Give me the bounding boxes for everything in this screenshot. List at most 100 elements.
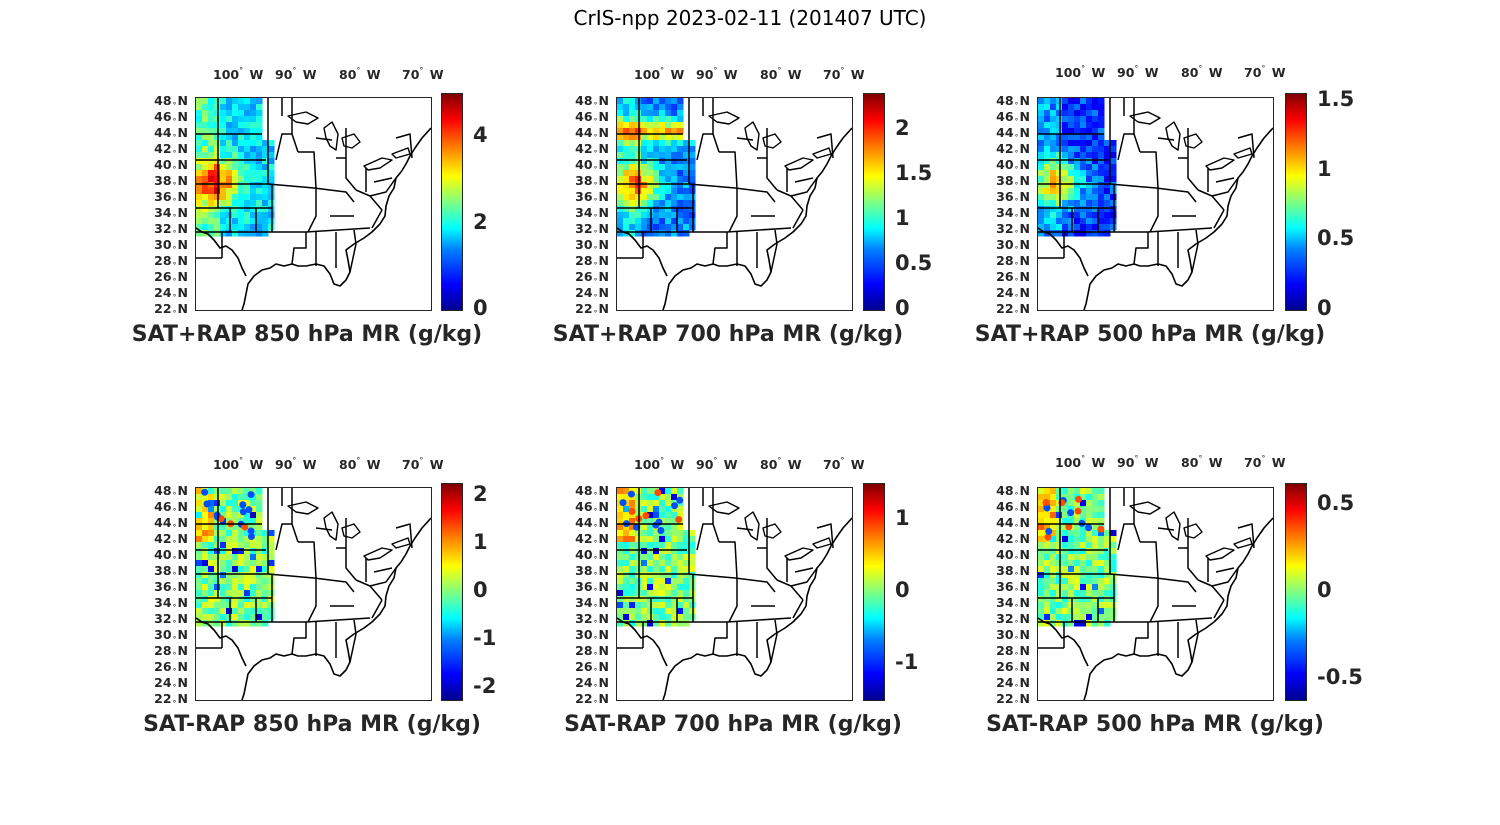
swath-pixel — [256, 608, 263, 615]
swath-pixel — [1080, 500, 1087, 507]
lat-suffix: N — [598, 269, 609, 284]
degree-symbol: ° — [1134, 454, 1139, 463]
swath-pixel — [220, 116, 227, 123]
swath-pixel — [683, 548, 690, 555]
swath-pixel — [659, 176, 666, 183]
swath-pixel — [1074, 182, 1081, 189]
swath-pixel — [671, 140, 678, 147]
swath-pixel — [220, 110, 227, 117]
swath-pixel — [220, 164, 227, 171]
swath-pixel — [202, 512, 209, 519]
swath-pixel — [220, 98, 227, 105]
swath-pixel — [1086, 212, 1093, 219]
swath-pixel — [641, 500, 648, 507]
lon-suffix: W — [302, 67, 317, 82]
swath-pixel — [262, 602, 269, 609]
swath-pixel — [665, 542, 672, 549]
swath-pixel — [665, 176, 672, 183]
colorbar-tick-label: 1 — [473, 530, 488, 554]
degree-symbol: ° — [172, 683, 177, 692]
swath-pixel — [1104, 554, 1111, 561]
swath-pixel — [1050, 176, 1057, 183]
swath-pixel — [226, 530, 233, 537]
lon-value: 100 — [1055, 455, 1082, 470]
swath-pixel — [653, 608, 660, 615]
swath-pixel — [196, 158, 203, 165]
degree-symbol: ° — [1014, 699, 1019, 708]
swath-pixel — [641, 566, 648, 573]
swath-pixel — [1092, 110, 1099, 117]
swath-pixel — [623, 536, 630, 543]
great-lakes — [287, 111, 411, 171]
degree-symbol: ° — [593, 507, 598, 516]
swath-pixel — [641, 590, 648, 597]
lat-value: 46 — [575, 499, 593, 514]
state-border — [734, 187, 776, 203]
degree-symbol: ° — [593, 245, 598, 254]
lat-label: 40°N — [988, 547, 1030, 564]
swath-pixel — [226, 176, 233, 183]
swath-pixel — [1038, 614, 1045, 621]
lat-value: 22 — [996, 691, 1014, 706]
degree-symbol: ° — [1014, 667, 1019, 676]
swath-pixel — [1050, 542, 1057, 549]
swath-pixel — [623, 140, 630, 147]
swath-pixel — [617, 560, 624, 567]
swath-pixel — [629, 230, 636, 237]
lat-suffix: N — [598, 515, 609, 530]
lat-label: 40°N — [146, 157, 188, 174]
map-svg — [617, 488, 852, 700]
swath-pixel — [665, 122, 672, 129]
state-border — [355, 189, 383, 211]
swath-pixel — [238, 134, 245, 141]
swath-pixel — [232, 104, 239, 111]
swath-pixel — [671, 560, 678, 567]
lat-suffix: N — [1019, 301, 1030, 316]
swath-pixel — [647, 122, 654, 129]
lat-label: 44°N — [146, 515, 188, 532]
swath-pixel — [683, 230, 690, 237]
swath-pixel — [677, 170, 684, 177]
swath-pixel — [208, 122, 215, 129]
swath-layer — [617, 98, 696, 237]
swath-pixel — [629, 116, 636, 123]
swath-pixel — [244, 536, 251, 543]
swath-pixel — [683, 158, 690, 165]
lat-suffix: N — [1019, 547, 1030, 562]
swath-pixel — [1086, 488, 1093, 495]
colorbar-tick-label: 0.5 — [1317, 226, 1355, 251]
swath-pixel — [629, 128, 636, 135]
degree-symbol: ° — [1014, 651, 1019, 660]
swath-pixel — [1068, 134, 1075, 141]
degree-symbol: ° — [593, 587, 598, 596]
swath-pixel — [238, 194, 245, 201]
swath-pixel — [1086, 200, 1093, 207]
swath-pixel — [1104, 200, 1111, 207]
state-border — [1140, 151, 1159, 189]
swath-pixel — [617, 524, 624, 531]
swath-pixel — [268, 146, 275, 153]
swath-pixel — [659, 506, 666, 513]
swath-pixel — [1086, 110, 1093, 117]
lat-suffix: N — [598, 221, 609, 236]
swath-pixel — [250, 188, 257, 195]
swath-pixel — [244, 98, 251, 105]
swath-pixel — [683, 530, 690, 537]
lat-label: 24°N — [146, 675, 188, 692]
swath-pixel — [665, 560, 672, 567]
degree-symbol: ° — [1014, 277, 1019, 286]
swath-pixel — [1104, 548, 1111, 555]
lon-label: 70° W — [1244, 454, 1286, 470]
swath-pixel — [244, 212, 251, 219]
swath-pixel — [268, 542, 275, 549]
lat-suffix: N — [1019, 205, 1030, 220]
state-border — [315, 137, 333, 141]
swath-pixel — [232, 218, 239, 225]
swath-pixel — [1092, 494, 1099, 501]
swath-pixel — [256, 170, 263, 177]
swath-pixel — [677, 98, 684, 105]
state-border — [315, 527, 333, 531]
swath-pixel — [1098, 620, 1105, 627]
lat-suffix: N — [177, 627, 188, 642]
mexico-border — [617, 227, 668, 277]
